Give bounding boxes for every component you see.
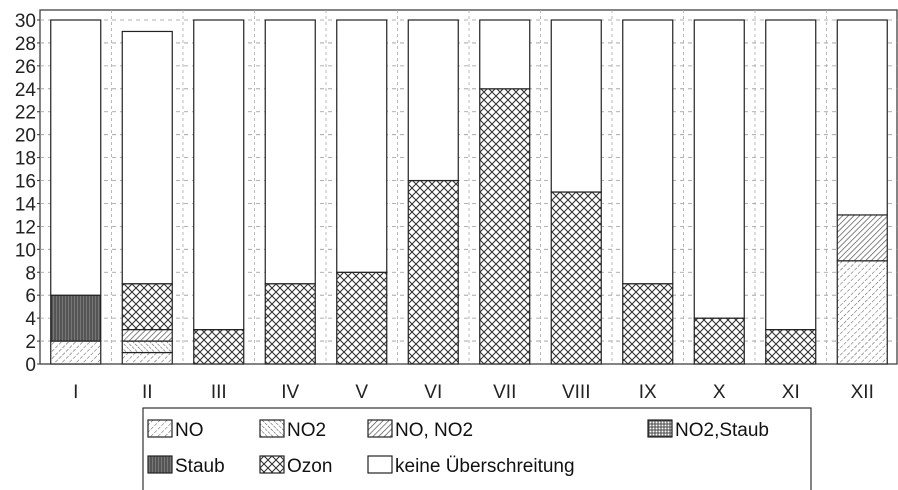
legend-box xyxy=(142,407,812,490)
bar-segment-no-XII xyxy=(836,260,888,365)
x-tick-label: VII xyxy=(493,382,516,403)
bar-segment-ozon-IX xyxy=(622,283,674,365)
y-tick-label: 28 xyxy=(15,34,36,55)
legend-swatch-no2 xyxy=(259,419,285,438)
x-tick-label: IV xyxy=(281,382,299,403)
y-tick-label: 16 xyxy=(15,172,36,193)
y-tick-label: 12 xyxy=(15,217,36,238)
bar-segment-keine-ueberschreitung-XI xyxy=(765,19,817,331)
bar-segment-keine-ueberschreitung-XII xyxy=(836,19,888,216)
gridlines xyxy=(39,9,898,365)
bar-segment-keine-ueberschreitung-IX xyxy=(622,19,674,285)
legend-label-ozon: Ozon xyxy=(287,456,332,477)
bar-segment-no-II xyxy=(121,351,173,365)
y-tick-label: 6 xyxy=(25,286,36,307)
bar-segment-ozon-X xyxy=(693,317,745,365)
y-tick-label: 4 xyxy=(25,309,36,330)
y-tick-label: 18 xyxy=(15,149,36,170)
legend-label-no2: NO2 xyxy=(287,420,326,441)
bar-segment-keine-ueberschreitung-IV xyxy=(264,19,316,285)
x-tick-label: VIII xyxy=(562,382,591,403)
legend-label-staub: Staub xyxy=(175,456,225,477)
y-tick-label: 2 xyxy=(25,332,36,353)
legend: NO NO2 NO, NO2 NO2,Staub Staub Ozon keine Über… xyxy=(142,407,812,490)
x-tick-label: I xyxy=(73,382,78,403)
bar-segment-keine-ueberschreitung-VIII xyxy=(550,19,602,193)
bar-segment-ozon-IV xyxy=(264,283,316,365)
legend-label-keine-ueberschreitung: keine Überschreitung xyxy=(395,456,575,477)
legend-swatch-no-no2 xyxy=(367,419,393,438)
y-tick-label: 0 xyxy=(25,355,36,376)
y-tick-label: 24 xyxy=(15,80,37,101)
bar-segment-ozon-II xyxy=(121,283,173,331)
legend-label-no-no2: NO, NO2 xyxy=(395,420,473,441)
plot-frame xyxy=(39,9,898,365)
bar-segment-ozon-VI xyxy=(407,179,459,365)
y-tick-label: 20 xyxy=(15,126,36,147)
bar-segment-no-no2-XII xyxy=(836,214,888,262)
bar-segment-keine-ueberschreitung-I xyxy=(50,19,102,296)
legend-swatch-no xyxy=(147,419,173,438)
bar-segment-ozon-VII xyxy=(479,88,531,365)
bar-segment-ozon-V xyxy=(336,271,388,365)
legend-label-no2-staub: NO2,Staub xyxy=(675,420,769,441)
bar-segment-staub-I xyxy=(50,294,102,342)
y-tick-label: 26 xyxy=(15,57,36,78)
bar-segment-keine-ueberschreitung-VII xyxy=(479,19,531,90)
x-tick-label: X xyxy=(713,382,726,403)
legend-swatch-staub xyxy=(147,455,173,474)
legend-swatch-keine-ueberschreitung xyxy=(367,455,393,474)
x-tick-label: V xyxy=(355,382,368,403)
x-tick-label: XII xyxy=(851,382,874,403)
bars xyxy=(50,19,888,365)
bar-segment-ozon-VIII xyxy=(550,191,602,365)
y-tick-label: 22 xyxy=(15,103,36,124)
bar-segment-keine-ueberschreitung-II xyxy=(121,30,173,285)
bar-segment-ozon-III xyxy=(193,329,245,365)
y-tick-label: 30 xyxy=(15,11,36,32)
legend-label-no: NO xyxy=(175,420,204,441)
x-tick-label: IX xyxy=(639,382,657,403)
bar-segment-no-I xyxy=(50,340,102,365)
x-tick-label: II xyxy=(142,382,153,403)
x-tick-label: XI xyxy=(782,382,800,403)
legend-swatch-no2-staub xyxy=(647,419,673,438)
y-tick-label: 14 xyxy=(15,194,37,215)
bar-segment-no2-II xyxy=(121,340,173,354)
x-tick-label: VI xyxy=(424,382,442,403)
bar-segment-keine-ueberschreitung-V xyxy=(336,19,388,273)
y-tick-label: 10 xyxy=(15,240,36,261)
bar-segment-keine-ueberschreitung-X xyxy=(693,19,745,319)
y-tick-label: 8 xyxy=(25,263,36,284)
x-tick-label: III xyxy=(211,382,227,403)
x-axis: I II III IV V VI VII VIII IX X XI XII xyxy=(73,382,874,403)
bar-segment-ozon-XI xyxy=(765,329,817,365)
bar-segment-keine-ueberschreitung-VI xyxy=(407,19,459,182)
bar-segment-keine-ueberschreitung-III xyxy=(193,19,245,331)
legend-swatch-ozon xyxy=(259,455,285,474)
bar-segment-no-no2-II xyxy=(121,329,173,342)
